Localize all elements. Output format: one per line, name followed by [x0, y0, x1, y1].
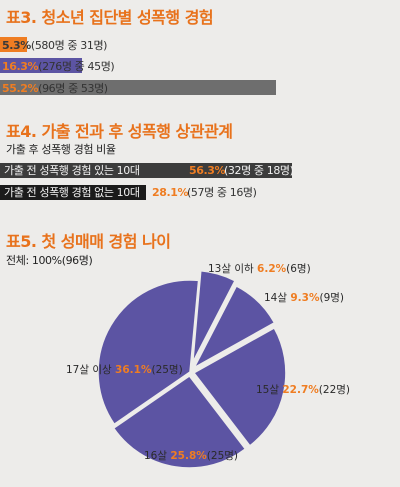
table3-title: 표3. 청소년 집단별 성폭행 경험	[6, 8, 214, 27]
pie-slice-5	[97, 279, 200, 426]
table3-detail-2: (276명 중 45명)	[38, 59, 115, 73]
table3-pct-2: 16.3%	[2, 59, 39, 73]
table3-bar-3	[0, 80, 276, 95]
table3-pct-3: 55.2%	[2, 81, 39, 95]
table5-title: 표5. 첫 성매매 경험 나이	[6, 232, 171, 251]
table4-bar-1	[0, 163, 292, 178]
table4-pct-2: 28.1%	[152, 186, 189, 199]
table4-row-1: 가출 전 성폭행 경험 있는 10대 56.3% (32명 중 18명)	[0, 163, 294, 178]
pie-label-5: 17살 이상 36.1%(25명)	[66, 364, 183, 376]
table3-pct-1: 5.3%	[2, 38, 31, 52]
table4-label-1: 가출 전 성폭행 경험 있는 10대	[4, 164, 140, 177]
table3-row-1: 5.3%(580명 중 31명)	[0, 37, 107, 52]
pie-label-2: 14살 9.3%(9명)	[264, 292, 344, 304]
table3-bar-2	[0, 58, 82, 73]
table5-total: 전체: 100%(96명)	[6, 254, 93, 267]
table4-detail-2: (57명 중 16명)	[187, 186, 257, 199]
pie-slice-4	[112, 374, 247, 469]
pie-label-4: 16살 25.8%(25명)	[144, 450, 238, 462]
pie-label-3: 15살 22.7%(22명)	[256, 384, 350, 396]
table4-label-2: 가출 전 성폭행 경험 없는 10대	[4, 186, 140, 199]
table4-pct-1: 56.3%	[189, 164, 226, 177]
table4-row-2: 가출 전 성폭행 경험 없는 10대 28.1% (57명 중 16명)	[0, 185, 260, 200]
table3-row-3: 55.2%(96명 중 53명)	[0, 80, 276, 95]
table3-detail-3: (96명 중 53명)	[38, 81, 108, 95]
table4-subtitle: 가출 후 성폭행 경험 비율	[6, 143, 116, 156]
table4-title: 표4. 가출 전과 후 성폭행 상관관계	[6, 122, 233, 141]
pie-slice-1	[192, 269, 237, 363]
table3-detail-1: (580명 중 31명)	[30, 38, 108, 52]
pie-slice-2	[192, 284, 276, 370]
table3-row-2: 16.3%(276명 중 45명)	[0, 58, 115, 73]
table4-bar-2	[0, 185, 146, 200]
table3-bar-1	[0, 37, 27, 52]
pie-slice-3	[192, 326, 287, 447]
table4-detail-1: (32명 중 18명)	[224, 164, 294, 177]
pie-label-1: 13살 이하 6.2%(6명)	[208, 262, 311, 275]
